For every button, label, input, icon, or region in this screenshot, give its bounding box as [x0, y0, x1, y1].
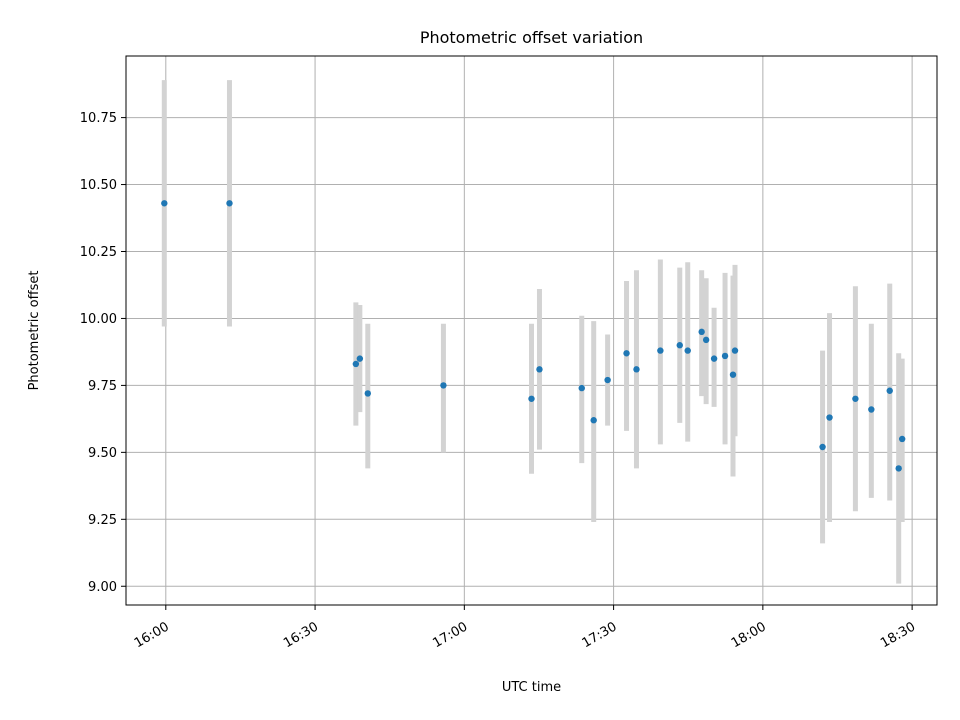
data-point — [364, 390, 372, 397]
data-point — [698, 328, 705, 336]
y-axis-ticks: 9.00 9.25 9.50 9.75 10.00 10.25 10.50 10.75 — [80, 111, 126, 595]
data-points — [161, 200, 906, 472]
data-point — [895, 465, 902, 472]
data-point — [886, 387, 893, 394]
y-tick-label: 10.00 — [80, 312, 117, 327]
data-point — [356, 355, 364, 362]
data-point — [604, 376, 611, 384]
data-point — [702, 336, 710, 344]
data-point — [657, 347, 664, 354]
data-point — [352, 360, 360, 368]
data-point — [623, 350, 630, 357]
data-point — [721, 352, 729, 360]
data-point — [161, 200, 168, 207]
grid — [126, 56, 937, 605]
data-point — [226, 200, 233, 207]
data-point — [676, 342, 683, 349]
data-point — [578, 384, 585, 392]
data-point — [684, 347, 691, 354]
plot-frame — [125, 55, 938, 606]
y-tick-label: 10.75 — [80, 111, 117, 126]
data-point — [633, 366, 640, 373]
data-point — [868, 406, 875, 413]
data-point — [819, 443, 826, 451]
data-point — [898, 435, 906, 443]
data-point — [710, 355, 718, 362]
y-tick-label: 9.25 — [88, 513, 117, 528]
data-point — [590, 417, 597, 424]
data-point — [731, 347, 739, 354]
y-tick-label: 9.00 — [88, 580, 117, 595]
y-tick-label: 9.50 — [88, 446, 117, 461]
data-point — [852, 395, 859, 402]
data-point — [536, 366, 543, 373]
data-point — [826, 414, 833, 421]
y-tick-label: 10.25 — [80, 245, 117, 260]
chart-title: Photometric offset variation — [420, 28, 643, 47]
x-axis-label: UTC time — [502, 680, 561, 695]
y-tick-label: 9.75 — [88, 379, 117, 394]
y-tick-label: 10.50 — [80, 178, 117, 193]
y-axis-label: Photometric offset — [27, 271, 42, 391]
data-point — [528, 395, 535, 402]
data-point — [729, 371, 737, 378]
data-point — [440, 382, 447, 389]
